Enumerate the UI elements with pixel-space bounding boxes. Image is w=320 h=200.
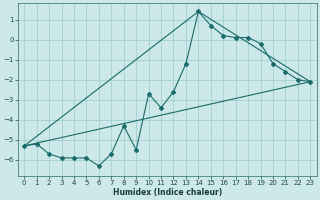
X-axis label: Humidex (Indice chaleur): Humidex (Indice chaleur) bbox=[113, 188, 222, 197]
